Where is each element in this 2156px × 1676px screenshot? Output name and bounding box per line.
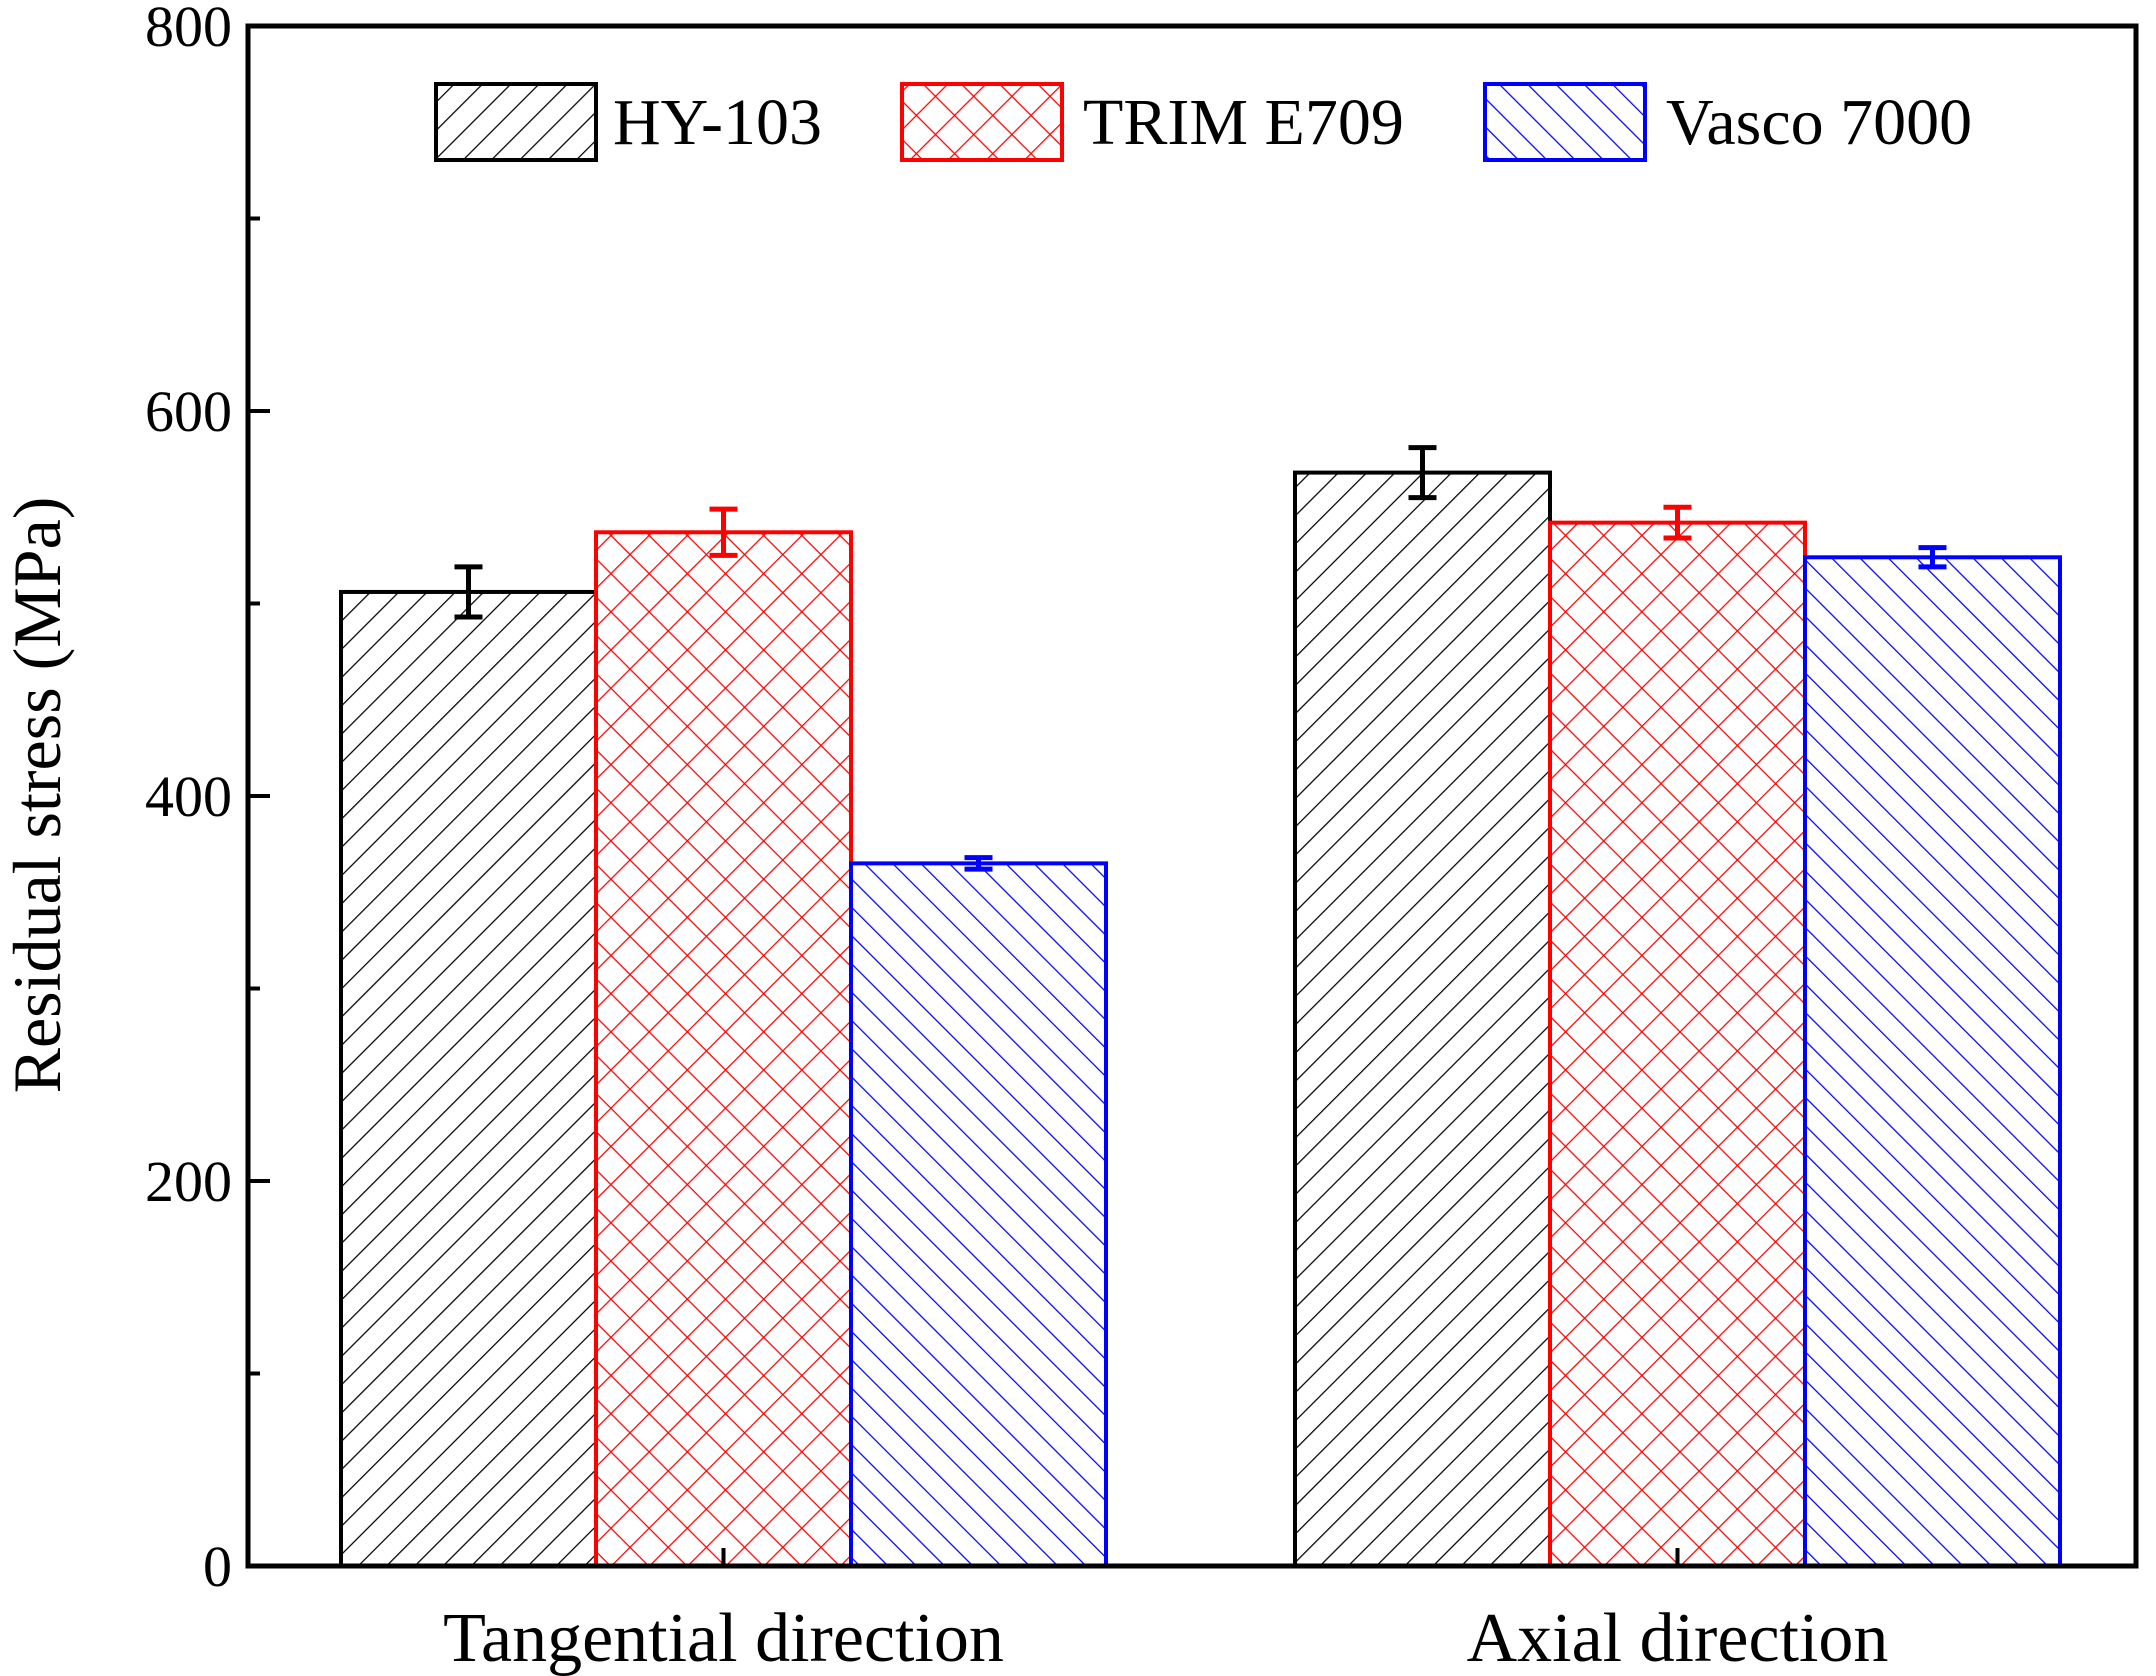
bar-hy-103-tangential-direction bbox=[339, 589, 598, 1568]
legend-swatch bbox=[1483, 82, 1647, 162]
legend-item-trim-e709: TRIM E709 bbox=[900, 82, 1404, 162]
bar-vasco-7000-tangential-direction bbox=[849, 861, 1108, 1568]
x-category-label: Tangential direction bbox=[443, 1600, 1004, 1676]
y-tick-label: 400 bbox=[145, 764, 232, 829]
bar-trim-e709-tangential-direction bbox=[594, 530, 853, 1568]
legend-label: HY-103 bbox=[613, 86, 822, 159]
legend-swatch bbox=[434, 82, 598, 162]
bar-hy-103-axial-direction bbox=[1293, 470, 1552, 1569]
x-category-label: Axial direction bbox=[1467, 1600, 1889, 1676]
y-tick-label: 600 bbox=[145, 379, 232, 444]
legend-label: TRIM E709 bbox=[1083, 86, 1404, 159]
error-bar-hy-103-axial-direction bbox=[1408, 445, 1437, 501]
legend-label: Vasco 7000 bbox=[1666, 86, 1972, 159]
error-bar-hy-103-tangential-direction bbox=[454, 564, 483, 620]
legend-item-vasco-7000: Vasco 7000 bbox=[1483, 82, 1972, 162]
y-tick-label: 0 bbox=[203, 1534, 232, 1599]
y-tick-label: 800 bbox=[145, 0, 232, 59]
error-bar-trim-e709-axial-direction bbox=[1663, 504, 1692, 541]
bar-trim-e709-axial-direction bbox=[1548, 520, 1807, 1568]
error-bar-vasco-7000-axial-direction bbox=[1918, 545, 1947, 570]
error-bar-trim-e709-tangential-direction bbox=[709, 506, 738, 558]
bar-vasco-7000-axial-direction bbox=[1803, 555, 2062, 1568]
legend-swatch bbox=[900, 82, 1064, 162]
legend-item-hy-103: HY-103 bbox=[434, 82, 822, 162]
error-bar-vasco-7000-tangential-direction bbox=[964, 855, 993, 872]
y-axis-title: Residual stress (MPa) bbox=[0, 497, 75, 1094]
y-tick-label: 200 bbox=[145, 1149, 232, 1214]
